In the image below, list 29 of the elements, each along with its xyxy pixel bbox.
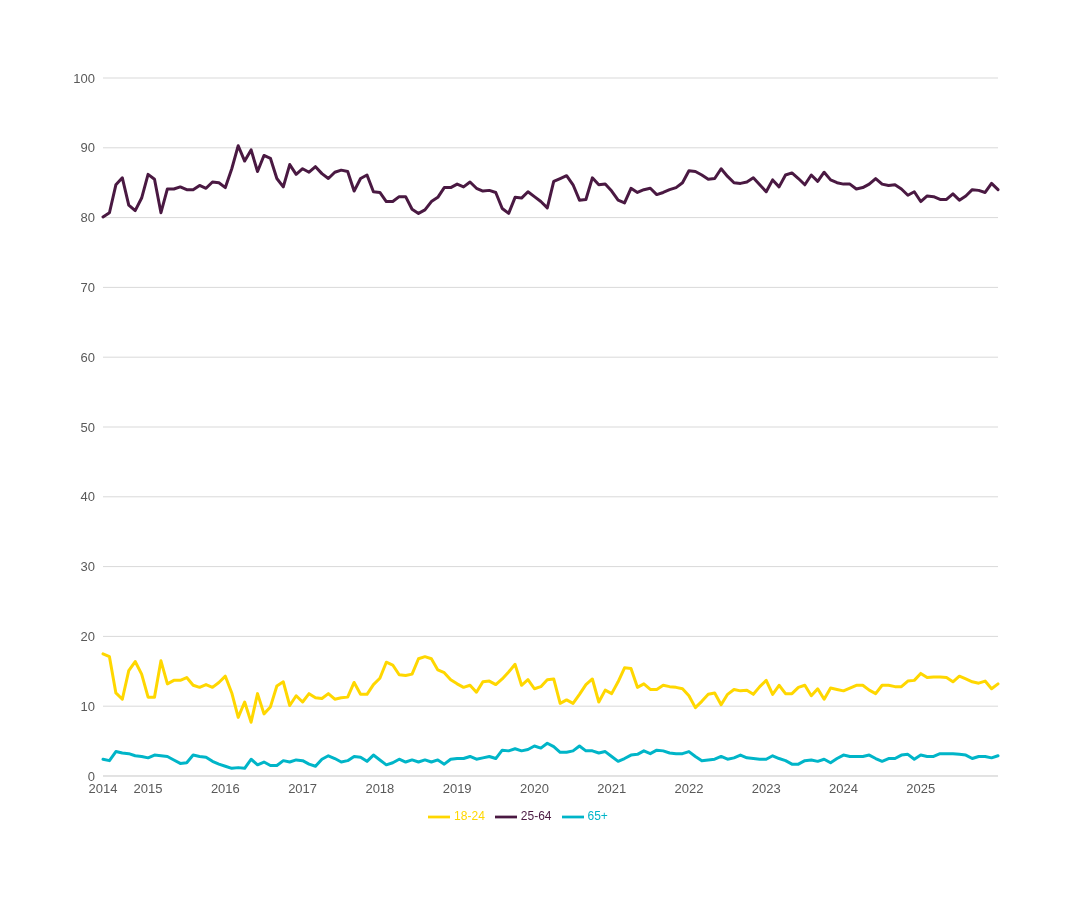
x-tick-label: 2022 — [674, 781, 704, 797]
legend-label: 25-64 — [520, 809, 552, 824]
x-tick-label: 2015 — [133, 781, 163, 797]
x-tick-label: 2024 — [829, 781, 858, 797]
y-tick-label: 60 — [80, 349, 95, 365]
y-tick-label: 100 — [73, 70, 95, 86]
legend-label: 65+ — [587, 809, 608, 824]
y-tick-label: 0 — [87, 768, 95, 784]
line-series — [101, 652, 1000, 724]
y-tick-label: 50 — [80, 419, 95, 435]
x-tick-label: 2025 — [906, 781, 936, 797]
x-tick-label: 2020 — [519, 781, 549, 797]
y-tick-label: 80 — [80, 210, 95, 226]
x-tick-label: 2018 — [365, 781, 395, 797]
x-tick-label: 2021 — [597, 781, 627, 797]
line-series — [101, 144, 1000, 219]
x-tick-label: 2014 — [88, 781, 118, 797]
x-tick-label: 2017 — [288, 781, 318, 797]
y-tick-label: 90 — [80, 140, 95, 156]
x-tick-label: 2023 — [751, 781, 781, 797]
x-tick-label: 2019 — [442, 781, 472, 797]
y-tick-label: 40 — [80, 489, 95, 505]
y-tick-label: 10 — [80, 698, 95, 714]
x-tick-label: 2016 — [210, 781, 240, 797]
y-tick-label: 20 — [80, 629, 95, 645]
y-tick-label: 30 — [80, 559, 95, 575]
legend-label: 18-24 — [454, 809, 485, 824]
line-series — [101, 741, 1000, 770]
y-tick-label: 70 — [80, 280, 95, 296]
